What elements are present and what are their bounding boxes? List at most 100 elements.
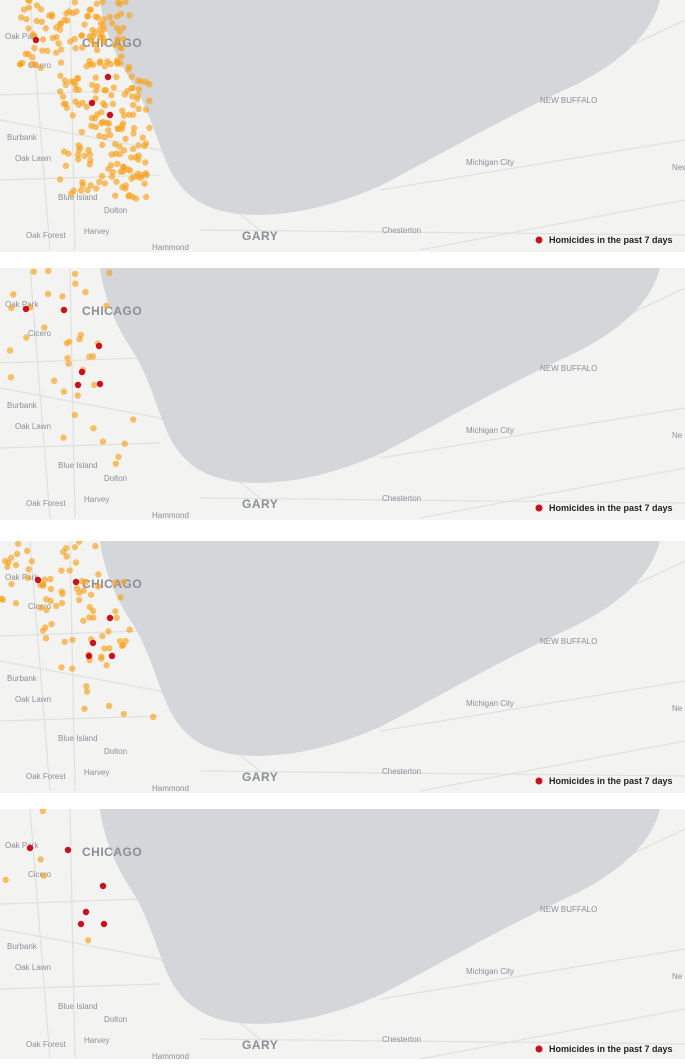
place-label: Hammond	[152, 243, 189, 252]
incident-dot	[87, 182, 95, 189]
incident-dot	[92, 95, 99, 102]
incident-dot	[105, 702, 113, 710]
incident-dot	[126, 626, 133, 633]
incident-dot	[92, 41, 99, 48]
incident-dot	[146, 97, 153, 104]
incident-dot	[63, 553, 70, 560]
incident-dot	[112, 608, 119, 615]
incident-dot	[78, 128, 86, 136]
incident-dot	[90, 614, 97, 621]
incident-dot	[55, 40, 62, 47]
incident-dot	[92, 74, 99, 81]
incident-dot	[24, 574, 31, 581]
incident-dot	[87, 6, 95, 13]
incident-dot	[128, 73, 135, 80]
road	[199, 229, 685, 236]
incident-dot	[7, 554, 15, 561]
homicide-dot	[99, 882, 107, 890]
place-label: Dolton	[104, 474, 127, 483]
incident-dot	[58, 567, 65, 574]
incident-dot	[8, 304, 15, 312]
place-label: Burbank	[7, 674, 38, 683]
place-label: Michigan City	[466, 158, 514, 167]
incident-dot	[25, 50, 32, 58]
incident-dot	[43, 606, 50, 614]
incident-dot	[116, 44, 124, 51]
incident-dot	[135, 86, 143, 93]
incident-dot	[17, 14, 25, 21]
incident-dot	[71, 543, 79, 551]
incident-dot	[68, 190, 75, 197]
incident-dot	[50, 377, 58, 384]
incident-dot	[41, 324, 48, 331]
incident-dot	[101, 645, 108, 652]
incident-dot	[53, 602, 60, 610]
incident-dot	[8, 580, 15, 588]
place-label: Oak Forest	[26, 1040, 66, 1049]
panel-body: Oak Park CHICAGO Cicero NEW BUFFALO Burbank O…	[0, 268, 685, 520]
legend-label: Homicides in the past 7 days	[549, 776, 673, 786]
place-label: Oak Park	[5, 573, 39, 582]
incident-dot	[82, 288, 89, 296]
incident-dot	[45, 268, 52, 275]
place-label: NEW BUFFALO	[540, 96, 597, 105]
incident-dot	[115, 0, 122, 6]
road	[419, 199, 685, 251]
place-label: NEW BUFFALO	[540, 364, 597, 373]
place-label: Chesterton	[382, 494, 421, 503]
homicide-dot	[104, 73, 112, 81]
place-label: Michigan City	[466, 426, 514, 435]
incident-dot	[130, 130, 137, 137]
incident-dot	[61, 638, 68, 646]
place-label: Harvey	[84, 1036, 109, 1045]
place-label: Blue Island	[58, 1002, 98, 1011]
incident-dot	[120, 24, 127, 31]
homicide-dot	[82, 908, 90, 916]
place-label: Dolton	[104, 206, 127, 215]
incident-dot	[28, 558, 35, 565]
place-label: Hammond	[152, 1052, 189, 1059]
incident-dot	[112, 460, 120, 467]
incident-dot	[62, 544, 70, 552]
incident-dot	[142, 159, 149, 166]
legend-swatch	[535, 236, 543, 244]
incident-dot	[25, 25, 32, 32]
homicide-dot	[34, 576, 42, 584]
city-label: CHICAGO	[82, 304, 142, 318]
road	[29, 809, 51, 1060]
incident-dot	[99, 438, 107, 445]
road	[419, 467, 685, 519]
homicide-dot	[32, 36, 40, 44]
incident-dot	[129, 145, 137, 153]
incident-dot	[72, 280, 79, 287]
incident-dot	[122, 637, 129, 645]
incident-dot	[117, 10, 125, 18]
incident-dot	[72, 98, 79, 105]
incident-dot	[4, 563, 11, 571]
place-label: NEW BUFFALO	[540, 905, 597, 914]
incident-dot	[126, 12, 133, 19]
place-label: Oak Park	[5, 300, 39, 309]
incident-dot	[84, 12, 92, 20]
incident-dot	[58, 599, 66, 607]
incident-dot	[113, 24, 121, 32]
incident-dot	[96, 132, 103, 140]
incident-dot	[93, 46, 101, 54]
incident-dot	[69, 665, 76, 672]
incident-dot	[44, 290, 52, 298]
incident-dot	[83, 63, 90, 70]
incident-dot	[84, 186, 91, 194]
city-label: GARY	[242, 229, 278, 243]
incident-dot	[66, 338, 73, 345]
incident-dot	[87, 591, 95, 598]
incident-dot	[37, 64, 44, 72]
incident-dot	[142, 193, 150, 201]
incident-dot	[101, 63, 109, 70]
incident-dot	[81, 21, 88, 28]
incident-dot	[111, 41, 119, 48]
incident-dot	[30, 268, 37, 275]
incident-dot	[101, 180, 109, 187]
place-label: Oak Park	[5, 32, 39, 41]
